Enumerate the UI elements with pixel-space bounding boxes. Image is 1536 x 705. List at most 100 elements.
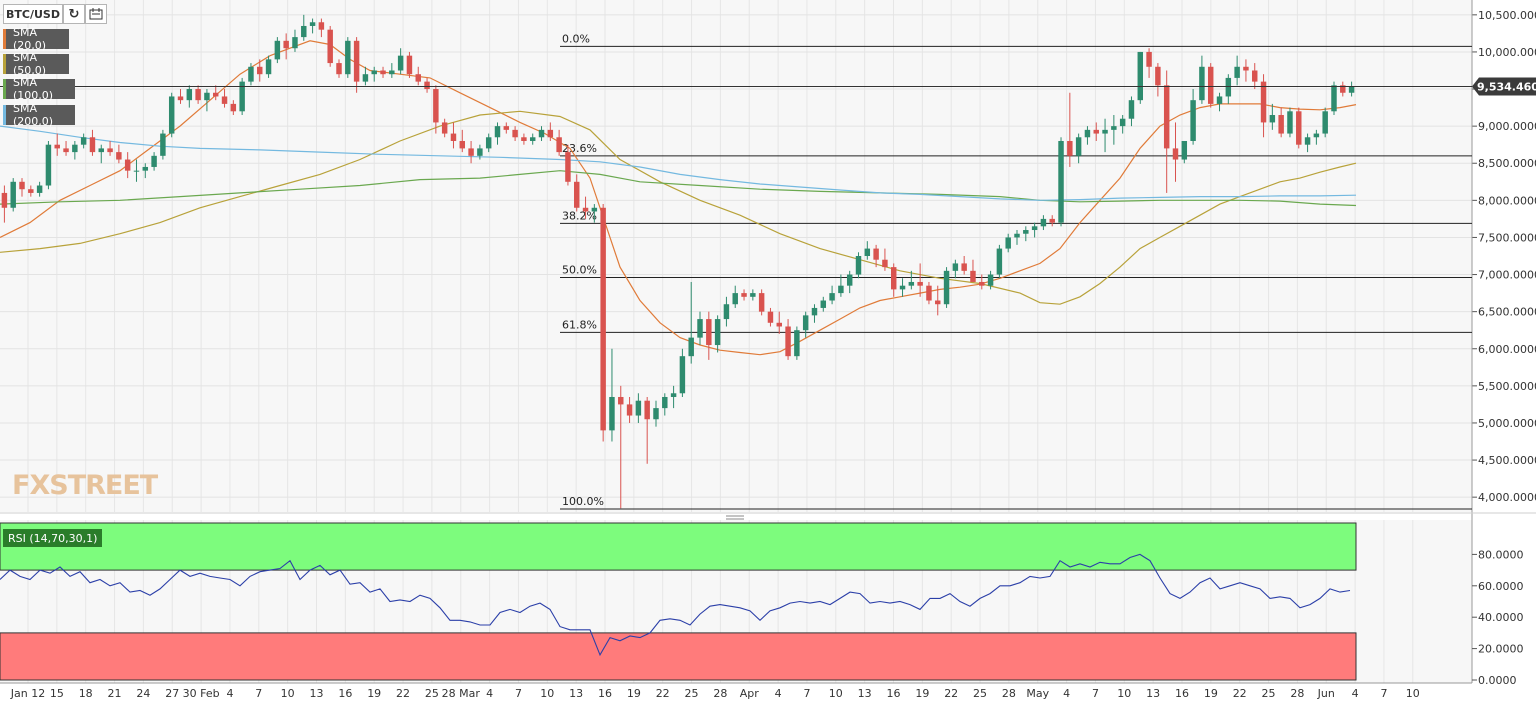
indicator-sma-200[interactable]: SMA (200,0) — [3, 102, 75, 128]
rsi-label[interactable]: RSI (14,70,30,1) — [3, 529, 103, 547]
candle-body — [679, 356, 686, 394]
symbol-button[interactable]: BTC/USD — [3, 4, 63, 24]
rsi-tick-label: 60.0000 — [1478, 580, 1524, 593]
date-tick-label: 7 — [515, 687, 522, 700]
candle-body — [345, 40, 351, 75]
candle-body — [151, 155, 157, 167]
price-tick-label: 4,000.0000 — [1478, 491, 1536, 504]
candle-body — [723, 304, 730, 320]
candle-body — [987, 274, 994, 286]
candle-body — [389, 70, 395, 75]
candle-body — [406, 55, 413, 75]
candle-body — [979, 281, 985, 286]
candle-body — [397, 55, 404, 71]
candle-body — [521, 137, 527, 141]
date-tick-label: 19 — [915, 687, 929, 700]
date-tick-label: 13 — [569, 687, 583, 700]
candle-body — [80, 137, 87, 145]
candle-body — [1340, 85, 1346, 93]
candle-body — [1058, 140, 1064, 223]
date-tick-label: 7 — [803, 687, 810, 700]
candle-body — [1252, 70, 1258, 82]
candle-body — [301, 25, 307, 38]
candle-body — [767, 311, 774, 323]
candle-body — [512, 129, 518, 138]
candle-body — [98, 148, 104, 153]
candle-body — [644, 400, 650, 420]
candle-body — [899, 285, 906, 290]
candle-body — [1260, 81, 1267, 123]
price-tick-label: 10,500.0000 — [1478, 9, 1536, 22]
candle-body — [371, 70, 377, 75]
candle-body — [538, 129, 545, 138]
date-tick-label: 27 — [165, 687, 179, 700]
candle-body — [1331, 85, 1337, 112]
candle-body — [274, 40, 281, 60]
candle-body — [855, 256, 862, 275]
sma-line-4 — [0, 125, 1357, 201]
fibonacci-label: 0.0% — [562, 32, 590, 45]
rsi-oversold-zone — [0, 632, 1357, 681]
candle-body — [1146, 51, 1152, 67]
refresh-icon[interactable]: ↻ — [63, 4, 85, 24]
date-tick-label: 22 — [944, 687, 958, 700]
candle-body — [935, 300, 941, 305]
candle-body — [926, 285, 932, 301]
candle-body — [89, 137, 96, 153]
candle-body — [160, 133, 166, 156]
candle-body — [212, 92, 219, 97]
candle-body — [1199, 66, 1205, 101]
calendar-icon[interactable] — [85, 4, 107, 24]
price-tick-label: 7,000.0000 — [1478, 269, 1536, 282]
sma-line-3 — [0, 170, 1357, 207]
candle-body — [706, 319, 712, 346]
candle-body — [794, 330, 800, 357]
candle-body — [970, 270, 976, 282]
candle-body — [433, 89, 439, 123]
rsi-tick-label: 40.0000 — [1478, 611, 1524, 624]
rsi-tick-label: 80.0000 — [1478, 548, 1524, 561]
date-tick-label: 10 — [1117, 687, 1131, 700]
date-tick-label: 25 — [425, 687, 439, 700]
candle-body — [653, 408, 659, 420]
candle-body — [618, 396, 624, 405]
candle-body — [1322, 111, 1328, 134]
date-tick-label: Jun — [1317, 687, 1335, 700]
candle-body — [529, 137, 536, 141]
candle-body — [890, 267, 897, 290]
date-tick-label: 16 — [1175, 687, 1189, 700]
candle-body — [477, 148, 483, 156]
candle-body — [424, 81, 430, 90]
date-tick-label: May — [1026, 687, 1049, 700]
candle-body — [292, 37, 298, 49]
indicator-sma-20[interactable]: SMA (20,0) — [3, 26, 69, 52]
candle-body — [318, 22, 325, 30]
indicator-sma-100[interactable]: SMA (100,0) — [3, 76, 75, 102]
candle-body — [133, 170, 140, 172]
candle-body — [635, 400, 642, 416]
fibonacci-label: 23.6% — [562, 142, 597, 155]
rsi-tick-label: 20.0000 — [1478, 643, 1524, 656]
indicator-sma-50[interactable]: SMA (50,0) — [3, 51, 69, 77]
candle-body — [1119, 118, 1126, 127]
candle-body — [952, 263, 959, 271]
candle-body — [873, 248, 879, 260]
candle-body — [1014, 233, 1020, 238]
date-tick-label: 13 — [1146, 687, 1160, 700]
candle-body — [1207, 66, 1214, 104]
candle-body — [72, 144, 78, 153]
date-tick-label: 19 — [1204, 687, 1218, 700]
price-tick-label: 5,500.0000 — [1478, 380, 1536, 393]
rsi-line — [0, 553, 1351, 657]
candle-body — [556, 137, 562, 153]
candle-body — [327, 29, 333, 64]
candle-body — [1155, 66, 1161, 86]
date-tick-label: 21 — [108, 687, 122, 700]
candle-body — [239, 81, 245, 112]
date-tick-label: 22 — [1233, 687, 1247, 700]
candle-body — [582, 207, 589, 212]
candle-body — [829, 293, 835, 301]
candle-body — [864, 248, 871, 256]
candle-body — [574, 181, 580, 208]
date-tick-label: 22 — [656, 687, 670, 700]
